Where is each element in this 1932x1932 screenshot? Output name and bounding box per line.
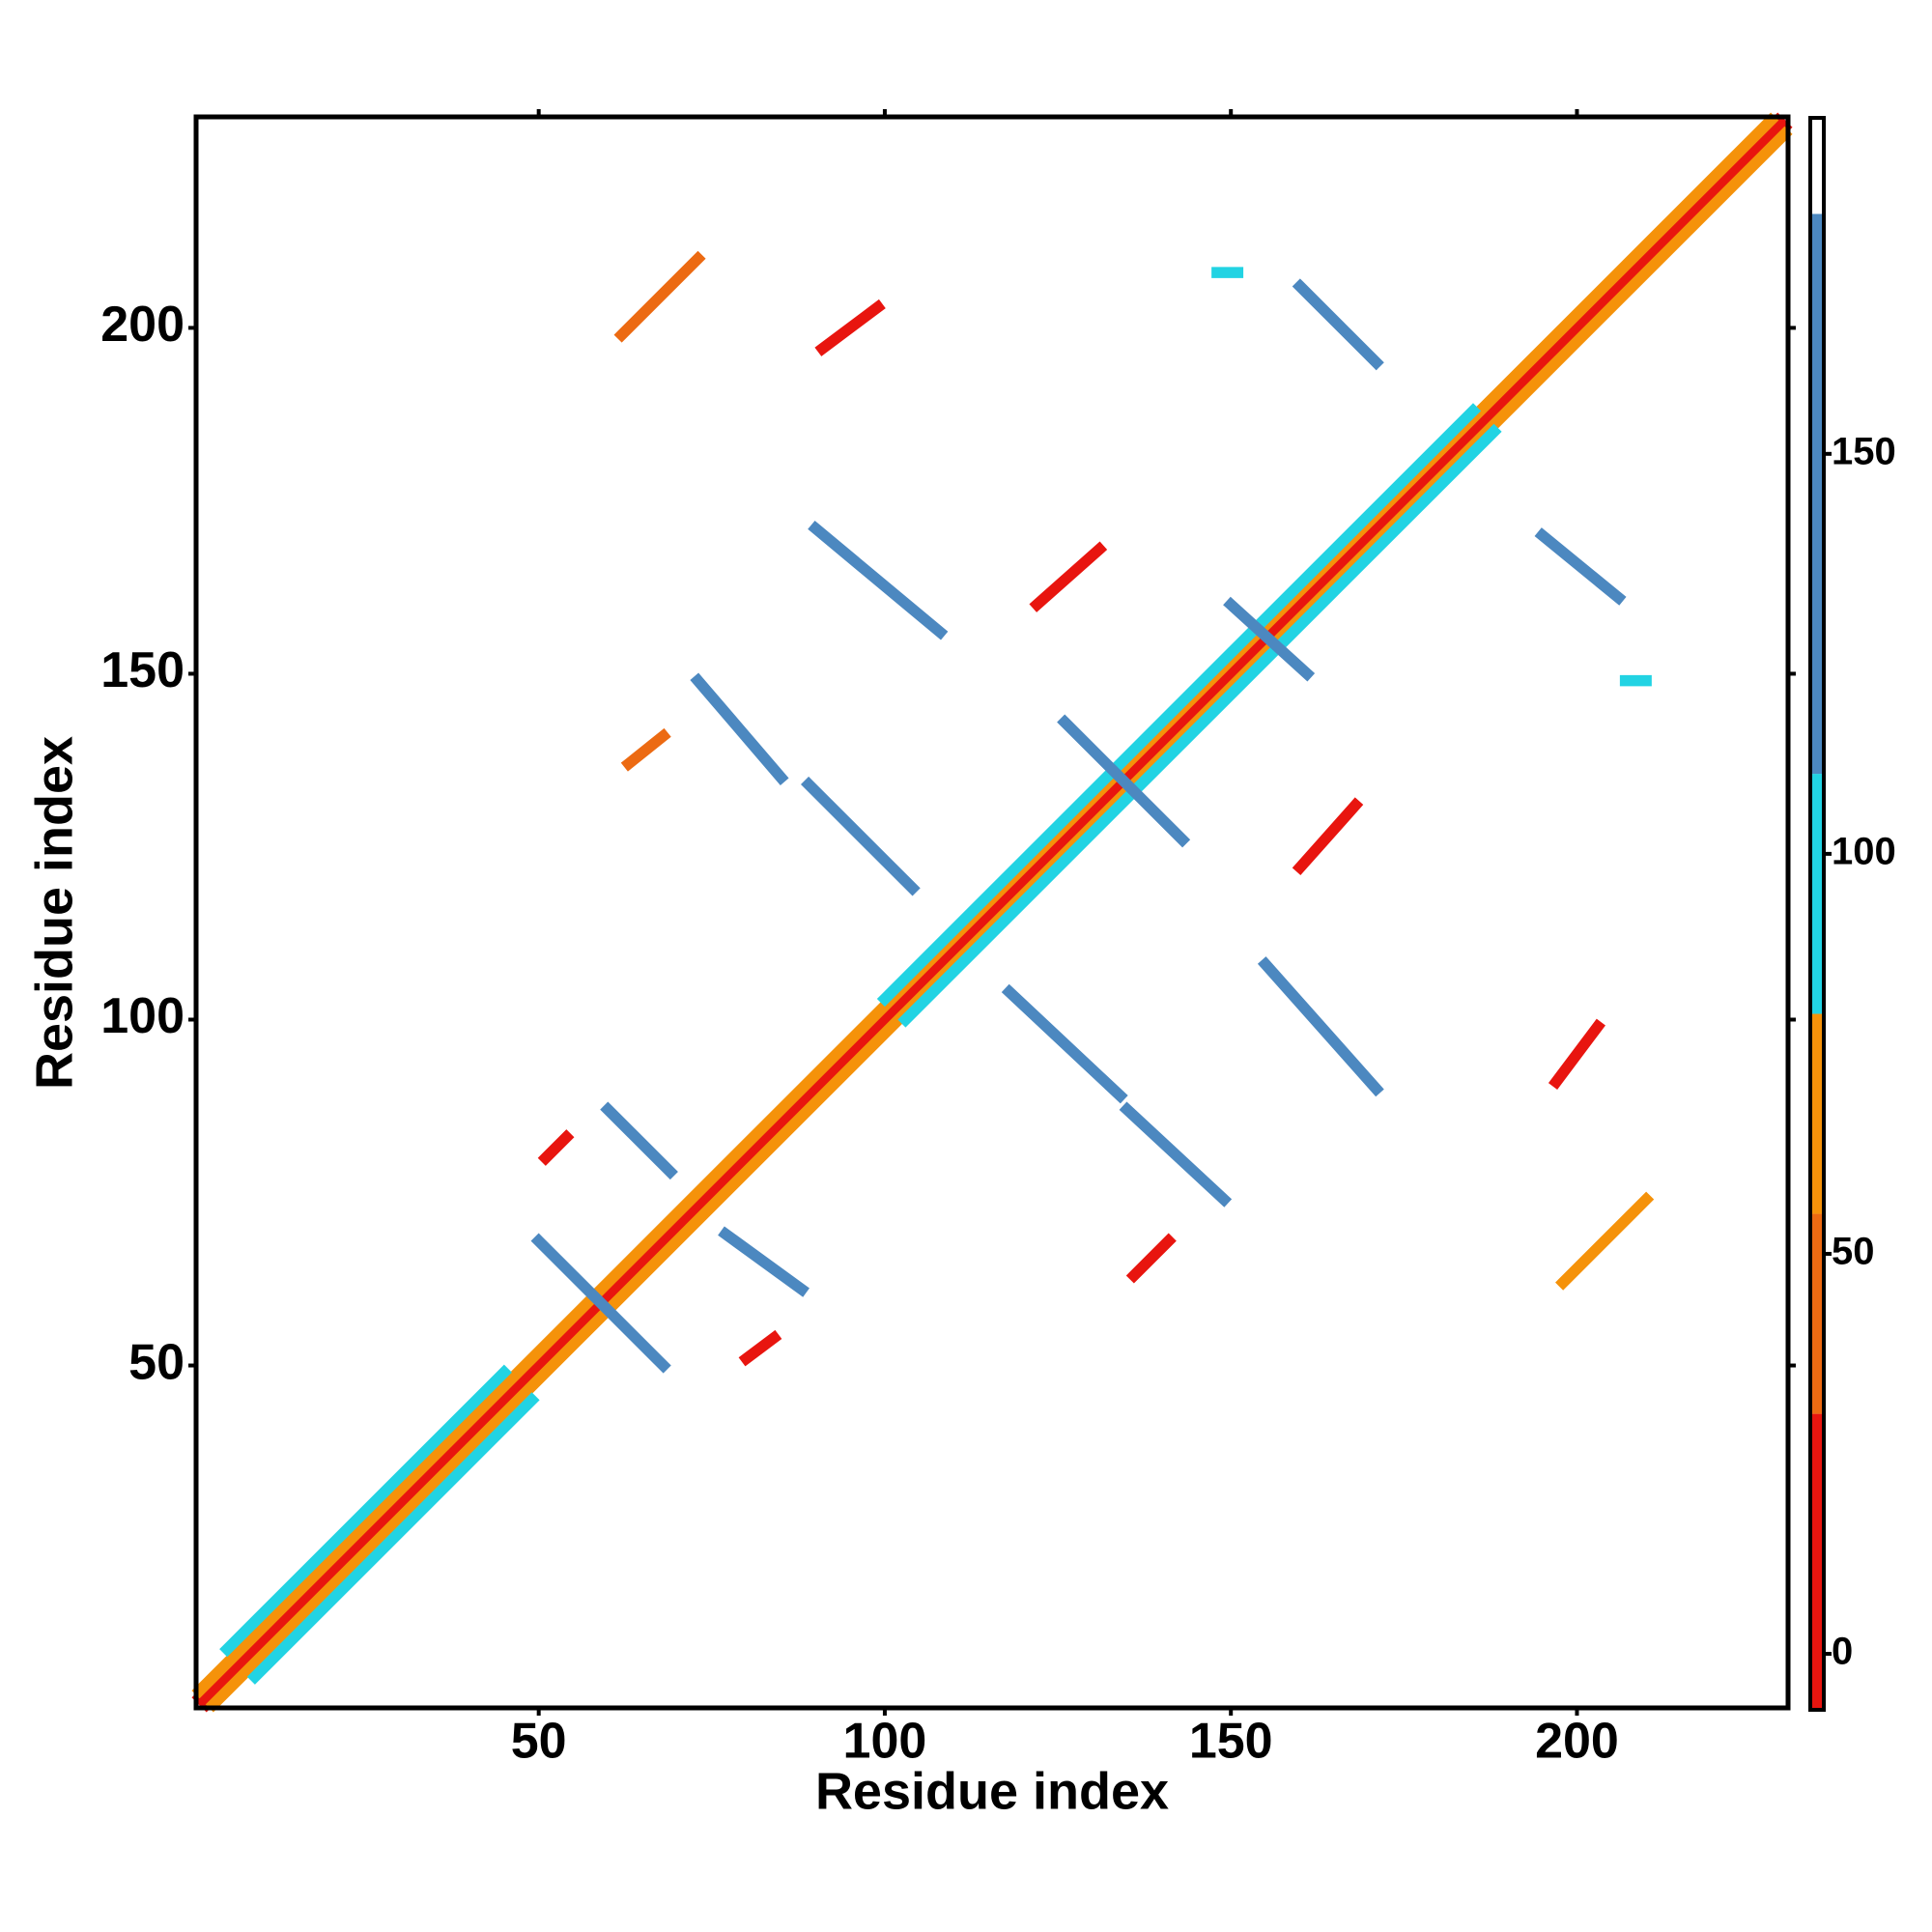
y-tick-label: 200 — [100, 297, 185, 353]
contact-segment — [814, 298, 886, 356]
colorbar-band — [1810, 774, 1824, 1014]
contact-segment — [690, 672, 789, 785]
x-tick-label: 50 — [511, 1714, 567, 1770]
colorbar-band — [1810, 118, 1824, 214]
plot-frame — [193, 114, 1791, 1711]
contact-segment — [738, 1329, 782, 1367]
contact-segment — [718, 1226, 810, 1297]
contact-segment — [620, 727, 671, 772]
contact-segment — [1029, 541, 1108, 612]
contact-segment — [600, 1101, 678, 1180]
contact-segment — [537, 1129, 575, 1166]
colorbar-tick-label: 50 — [1832, 1231, 1875, 1273]
colorbar-tick-label: 100 — [1832, 830, 1896, 872]
contact-segment — [246, 1392, 540, 1685]
colorbar-frame — [1808, 116, 1826, 1712]
x-axis-label: Residue index — [815, 1762, 1169, 1820]
y-tick-label: 150 — [100, 642, 185, 698]
contact-segment — [1257, 956, 1384, 1097]
y-axis-label: Residue index — [25, 736, 83, 1090]
colorbar-tick-label: 0 — [1832, 1631, 1853, 1673]
contact-segment — [808, 520, 949, 640]
x-tick-label: 100 — [843, 1714, 927, 1770]
colorbar-band — [1810, 1013, 1824, 1214]
contact-segment — [1292, 278, 1384, 371]
contact-segment — [897, 423, 1502, 1028]
contact-segment — [1125, 1233, 1177, 1284]
contact-segment — [530, 1233, 671, 1374]
y-tick-label: 100 — [100, 988, 185, 1044]
contact-segment — [801, 776, 921, 896]
y-tick-label: 50 — [128, 1334, 185, 1390]
contact-segment — [1001, 983, 1128, 1104]
x-tick-label: 200 — [1535, 1714, 1619, 1770]
contact-segment — [1292, 797, 1364, 876]
colorbar-band — [1810, 1213, 1824, 1414]
contact-segment — [1223, 596, 1316, 682]
contact-segment — [1555, 1191, 1655, 1291]
contact-segment — [1548, 1018, 1605, 1090]
contact-segment — [613, 250, 706, 343]
contact-segment — [219, 1364, 512, 1658]
contact-segment — [1119, 1101, 1233, 1208]
contact-segment — [1534, 527, 1627, 606]
colorbar-band — [1810, 1413, 1824, 1710]
contact-segment — [876, 403, 1482, 1008]
colorbar-band — [1810, 213, 1824, 775]
x-tick-label: 150 — [1189, 1714, 1273, 1770]
contact-segment — [1057, 714, 1191, 848]
colorbar-tick-label: 150 — [1832, 430, 1896, 472]
